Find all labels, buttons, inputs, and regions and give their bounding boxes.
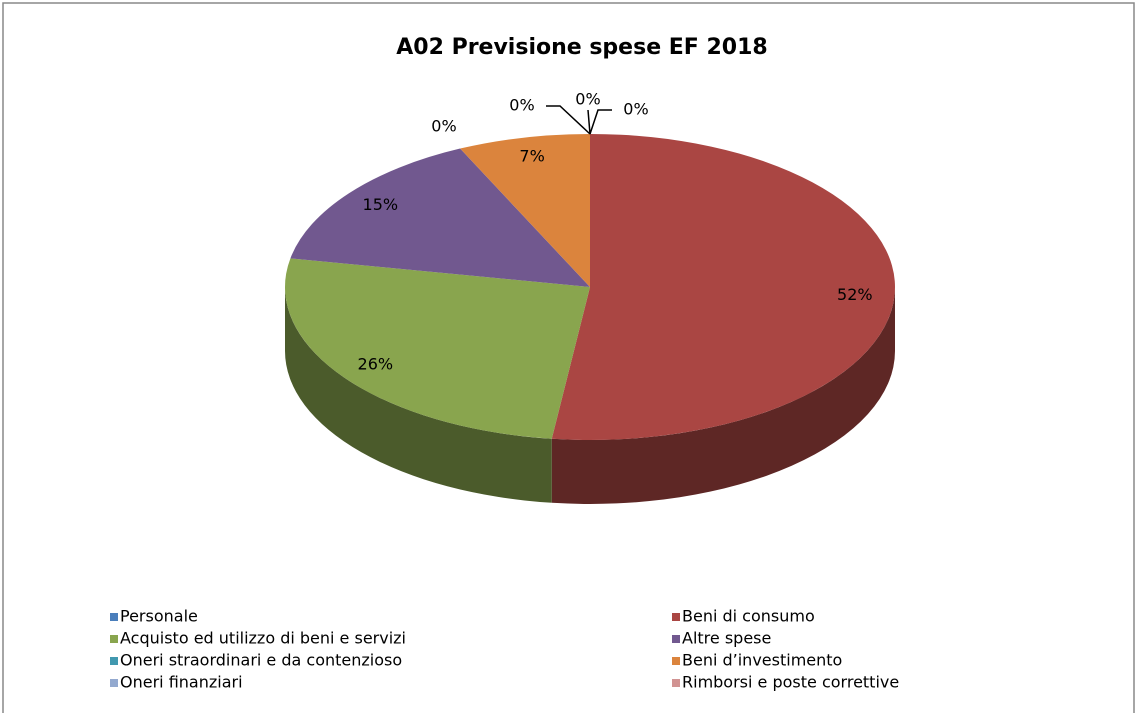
data-label: 0% bbox=[575, 90, 600, 109]
slice bbox=[290, 148, 590, 287]
data-label: 26% bbox=[358, 355, 394, 374]
legend-swatch bbox=[110, 679, 118, 687]
legend-label: Beni di consumo bbox=[682, 607, 815, 626]
data-label: 7% bbox=[519, 147, 544, 166]
legend-swatch bbox=[672, 635, 680, 643]
data-label: 52% bbox=[837, 285, 873, 304]
data-label: 0% bbox=[509, 96, 534, 115]
leader-line bbox=[546, 105, 591, 135]
slice bbox=[551, 134, 896, 440]
data-label: 15% bbox=[363, 195, 399, 214]
legend-label: Acquisto ed utilizzo di beni e servizi bbox=[120, 629, 406, 648]
leader-line bbox=[589, 109, 612, 135]
slice bbox=[284, 258, 590, 439]
legend-swatch bbox=[672, 657, 680, 665]
legend-label: Rimborsi e poste correttive bbox=[682, 673, 899, 692]
leader-line bbox=[587, 109, 591, 135]
slice-side bbox=[285, 287, 552, 503]
legend-swatch bbox=[110, 657, 118, 665]
legend-swatch bbox=[672, 679, 680, 687]
legend-label: Oneri finanziari bbox=[120, 673, 243, 692]
legend-swatch bbox=[672, 613, 680, 621]
legend-label: Oneri straordinari e da contenzioso bbox=[120, 651, 402, 670]
data-label: 0% bbox=[431, 117, 456, 136]
legend-swatch bbox=[110, 635, 118, 643]
legend-label: Altre spese bbox=[682, 629, 771, 648]
slice-side bbox=[551, 287, 895, 504]
legend-swatch bbox=[110, 613, 118, 621]
data-label: 0% bbox=[623, 100, 648, 119]
legend-label: Personale bbox=[120, 607, 198, 626]
slice bbox=[460, 134, 590, 287]
legend-label: Beni d’investimento bbox=[682, 651, 842, 670]
chart-title: A02 Previsione spese EF 2018 bbox=[396, 35, 767, 60]
